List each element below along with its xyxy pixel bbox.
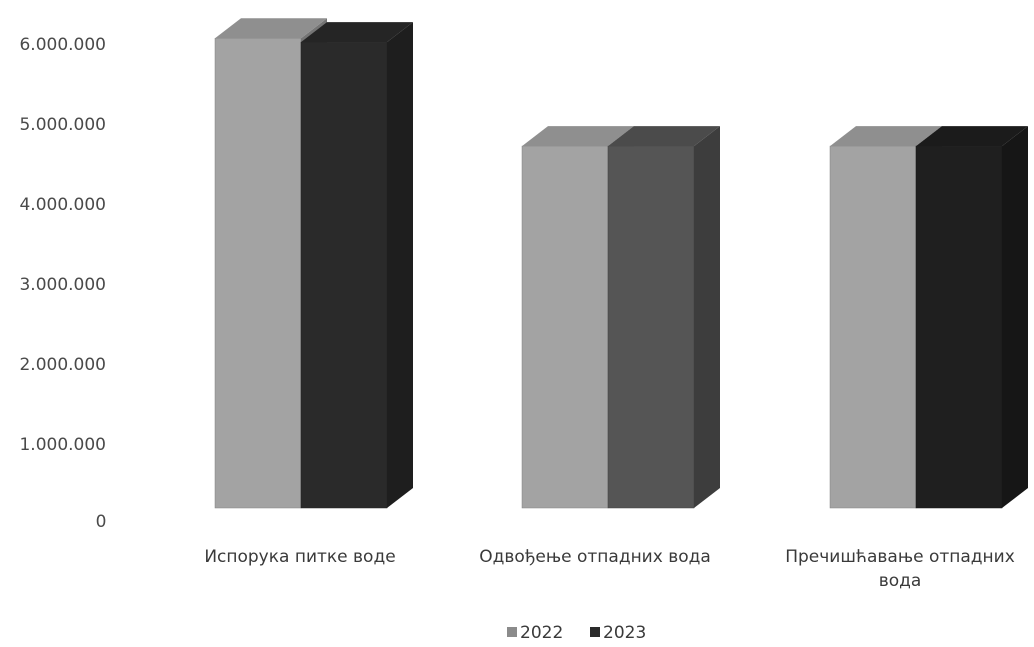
bars <box>214 18 1028 509</box>
bar-front <box>915 145 1003 509</box>
category-label: Испорука питке воде <box>204 547 395 567</box>
bar-front <box>300 41 388 509</box>
category-label: Одвођење отпадних вода <box>479 547 711 567</box>
y-tick-label: 2.000.000 <box>19 355 106 375</box>
bar-2023-1 <box>300 22 413 509</box>
bar-top <box>916 126 1028 147</box>
legend-swatch-2023 <box>590 627 600 637</box>
x-axis: Испорука питке воде Одвођење отпадних вод… <box>204 547 1014 591</box>
y-tick-label: 4.000.000 <box>19 195 106 215</box>
bar-top <box>830 126 942 147</box>
bar-2023-2 <box>607 126 720 509</box>
bar-front <box>607 145 695 509</box>
legend-label-2023: 2023 <box>603 623 646 643</box>
bar-front <box>214 38 302 509</box>
category-label: Пречишћавање отпадних <box>785 547 1015 567</box>
bar-side <box>1002 126 1028 508</box>
y-tick-label: 1.000.000 <box>19 435 106 455</box>
bar-front <box>521 145 609 509</box>
legend-swatch-2022 <box>507 627 517 637</box>
y-tick-label: 5.000.000 <box>19 115 106 135</box>
bar-2023-3 <box>915 126 1028 509</box>
y-tick-label: 0 <box>96 512 107 532</box>
bar-top <box>522 126 634 147</box>
category-label: вода <box>879 571 922 591</box>
y-tick-label: 6.000.000 <box>19 35 106 55</box>
bar-top <box>301 22 413 43</box>
y-tick-label: 3.000.000 <box>19 275 106 295</box>
bar-front <box>829 145 917 509</box>
bar-side <box>387 22 413 509</box>
y-axis: 0 1.000.000 2.000.000 3.000.000 4.000.000 5.0… <box>19 35 106 532</box>
legend-label-2022: 2022 <box>520 623 563 643</box>
bar-top <box>215 18 327 39</box>
bar-top <box>608 126 720 147</box>
bar-side <box>694 126 720 508</box>
legend: 2022 2023 <box>507 623 646 643</box>
